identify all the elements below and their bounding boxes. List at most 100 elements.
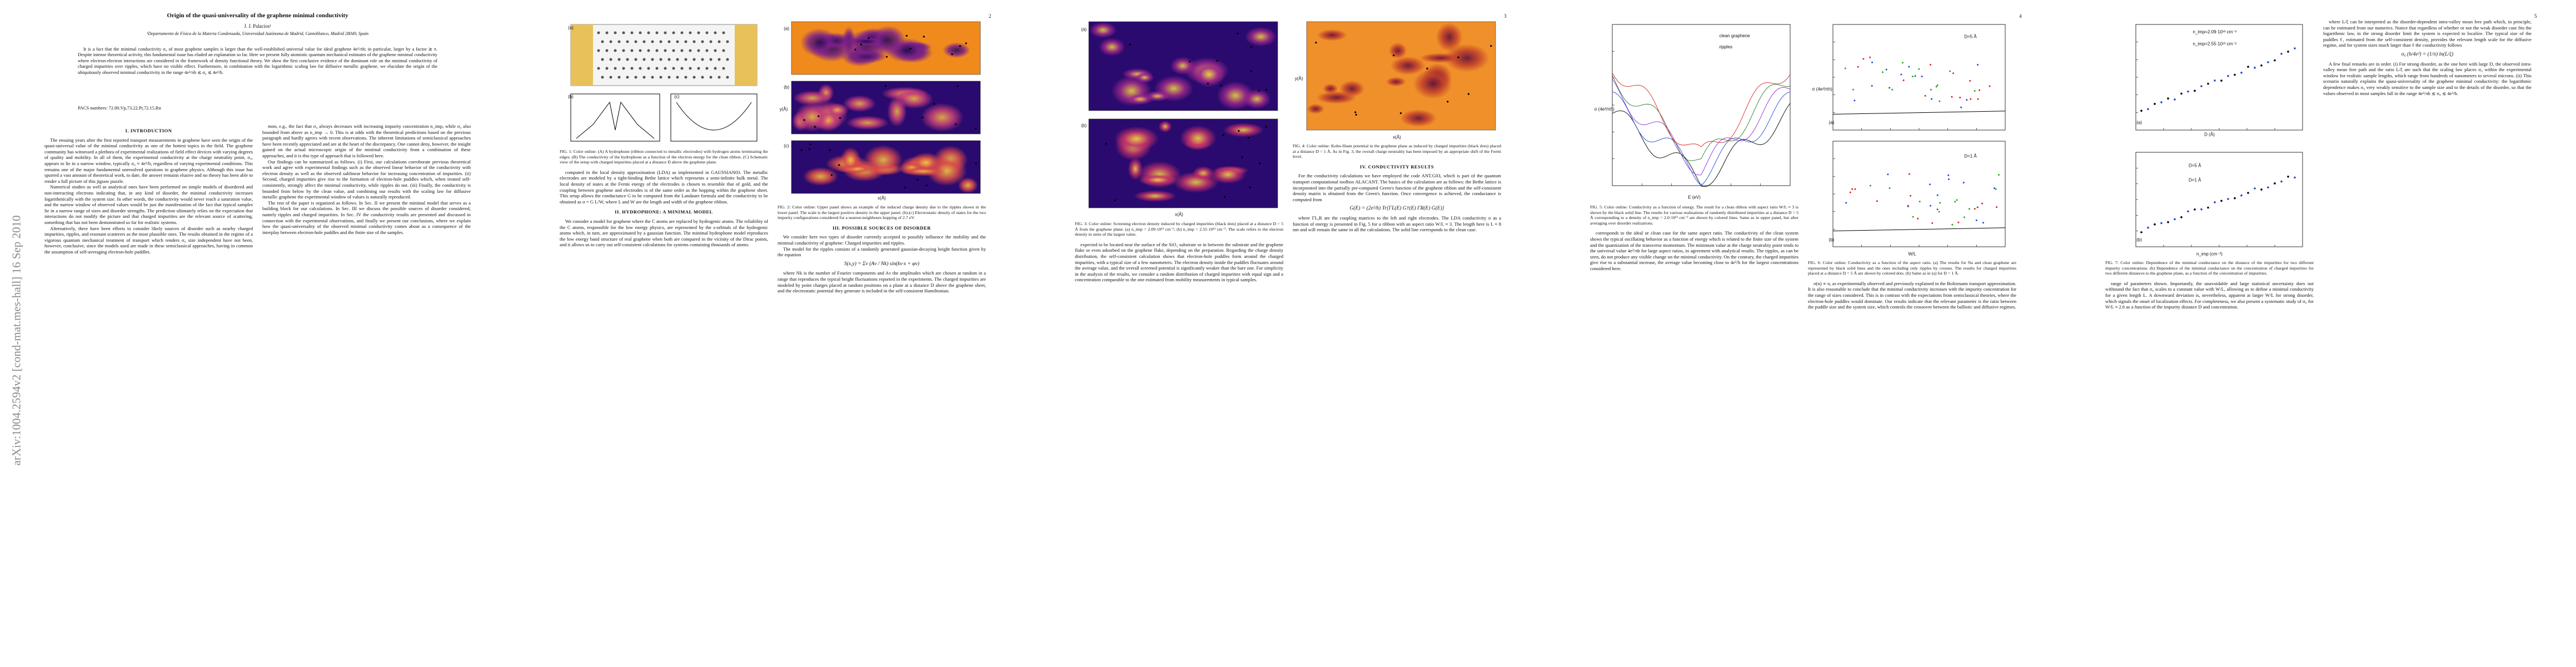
curve: [1612, 103, 1791, 187]
point: [1977, 63, 1979, 66]
point: [2200, 208, 2203, 211]
impurity: [975, 162, 977, 165]
figure-label: D=1 Å: [2189, 177, 2201, 182]
atom: [718, 58, 721, 61]
impurity: [959, 45, 961, 47]
impurity: [965, 42, 967, 44]
atom: [614, 31, 617, 34]
atom: [680, 67, 684, 70]
atom: [684, 58, 687, 61]
atom: [667, 58, 671, 61]
point: [1930, 205, 1932, 207]
impurity: [955, 123, 957, 126]
figure-caption: FIG. 2: Color online: Upper panel shows …: [778, 205, 986, 221]
impurity: [886, 56, 888, 58]
atom: [697, 49, 700, 52]
point: [1952, 72, 1955, 74]
atom: [617, 58, 621, 61]
point: [2207, 206, 2209, 209]
atom: [626, 40, 629, 43]
atom: [705, 67, 709, 70]
impurity: [1216, 59, 1218, 62]
figure-label: (a): [568, 25, 574, 30]
point: [1931, 222, 1934, 224]
atom: [709, 40, 712, 43]
impurity: [1355, 113, 1357, 116]
point: [2187, 90, 2189, 93]
impurity: [1467, 93, 1469, 95]
impurity: [839, 117, 841, 119]
figure-label: (b): [568, 94, 574, 99]
point: [1917, 217, 1919, 220]
point: [1981, 202, 1983, 205]
atom: [642, 58, 646, 61]
atom: [655, 49, 659, 52]
point: [1979, 89, 1981, 91]
point: [1951, 96, 1953, 98]
impurity: [1399, 112, 1402, 115]
point: [2214, 79, 2216, 82]
atom: [634, 40, 637, 43]
atom: [697, 67, 700, 70]
point: [1960, 106, 1962, 108]
plot-frame: [2135, 152, 2303, 247]
atom: [626, 76, 629, 79]
point: [2140, 231, 2142, 233]
point: [2240, 71, 2243, 74]
atom: [697, 31, 700, 34]
atom: [667, 40, 671, 43]
puddle: [793, 90, 832, 106]
point: [2187, 210, 2189, 213]
figure-label: D=5 Å: [1964, 34, 1977, 39]
puddle: [1244, 27, 1277, 47]
curve: [1612, 78, 1791, 176]
atom: [605, 31, 609, 34]
atom: [689, 31, 692, 34]
curve: [1832, 111, 2006, 115]
atom: [689, 67, 692, 70]
point: [1871, 84, 1873, 87]
equation: G(E) = (2e²/h) Tr[ΓL(E) G†(E) ΓR(E) G(E)…: [1349, 206, 1444, 212]
text-column: (a) (b) D=5 Å D=1 Å W/L σ (4e²/πh) FIG. 6: Col…: [1808, 19, 2016, 645]
point: [1844, 67, 1846, 69]
point: [1939, 202, 1941, 204]
figure-label: (b): [1829, 237, 1835, 242]
point: [1989, 85, 1991, 87]
figure-label: x(Å): [878, 196, 886, 201]
point: [2220, 200, 2223, 202]
puddle: [1317, 29, 1347, 41]
puddle: [1144, 91, 1170, 102]
point: [1947, 178, 1950, 180]
impurity: [1315, 42, 1317, 44]
puddle: [1243, 89, 1271, 109]
page-number: 5: [2534, 13, 2537, 19]
point: [2240, 194, 2243, 197]
impurity: [814, 126, 816, 128]
impurity: [1258, 162, 1261, 165]
atom: [659, 58, 662, 61]
text-column: I. INTRODUCTION The ensuing years after t…: [44, 123, 253, 645]
paragraph: computed in the local density approximat…: [560, 169, 768, 205]
puddle: [1209, 166, 1246, 184]
point: [1975, 219, 1977, 221]
puddle: [1114, 126, 1159, 151]
impurity: [868, 37, 870, 39]
impurity: [818, 115, 820, 117]
figure: (a) (b) x(Å): [1081, 21, 1278, 217]
impurity: [956, 85, 959, 87]
atom: [672, 31, 675, 34]
figure: (a) (b) D=5 Å D=1 Å W/L σ (4e²/πh): [1812, 24, 2006, 257]
figure-caption: FIG. 4: Color online: Kohn-Sham potentia…: [1293, 143, 1501, 160]
atom: [639, 49, 642, 52]
figure-label: D=1 Å: [1964, 153, 1977, 158]
point: [1963, 216, 1965, 218]
point: [1936, 208, 1939, 211]
atom: [701, 40, 704, 43]
puddle: [1388, 42, 1407, 59]
figure-label: σ (4e²/πh): [1812, 87, 1833, 92]
point: [1862, 58, 1865, 60]
puddle: [1339, 80, 1365, 97]
figure-label: ripples: [1720, 44, 1733, 49]
atom: [667, 76, 671, 79]
point: [2294, 176, 2296, 179]
